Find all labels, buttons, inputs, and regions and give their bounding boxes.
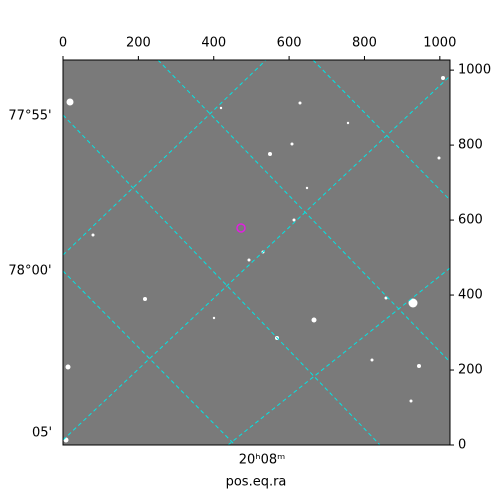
x-tick-label: 800 — [352, 36, 377, 51]
dec-label: 05' — [32, 426, 52, 441]
y-tick-label: 800 — [458, 138, 483, 153]
y-tick-label: 0 — [458, 438, 466, 453]
y-tick-label: 1000 — [458, 63, 491, 78]
dec-label: 77°55' — [8, 109, 51, 124]
x-tick-label: 400 — [201, 36, 226, 51]
x-tick-label: 0 — [59, 36, 67, 51]
x-axis-label: pos.eq.ra — [226, 475, 287, 490]
y-tick-label: 200 — [458, 363, 483, 378]
y-tick-label: 600 — [458, 213, 483, 228]
wcs-grid — [62, 59, 451, 446]
x-tick-label: 1000 — [423, 36, 456, 51]
dec-label: 78°00' — [8, 264, 51, 279]
image — [63, 60, 450, 445]
x-tick-label: 200 — [126, 36, 151, 51]
ra-label: 20ʰ08ᵐ — [239, 453, 285, 468]
target-marker — [236, 223, 246, 233]
y-tick-label: 400 — [458, 288, 483, 303]
x-tick-label: 600 — [277, 36, 302, 51]
frame — [62, 59, 451, 446]
